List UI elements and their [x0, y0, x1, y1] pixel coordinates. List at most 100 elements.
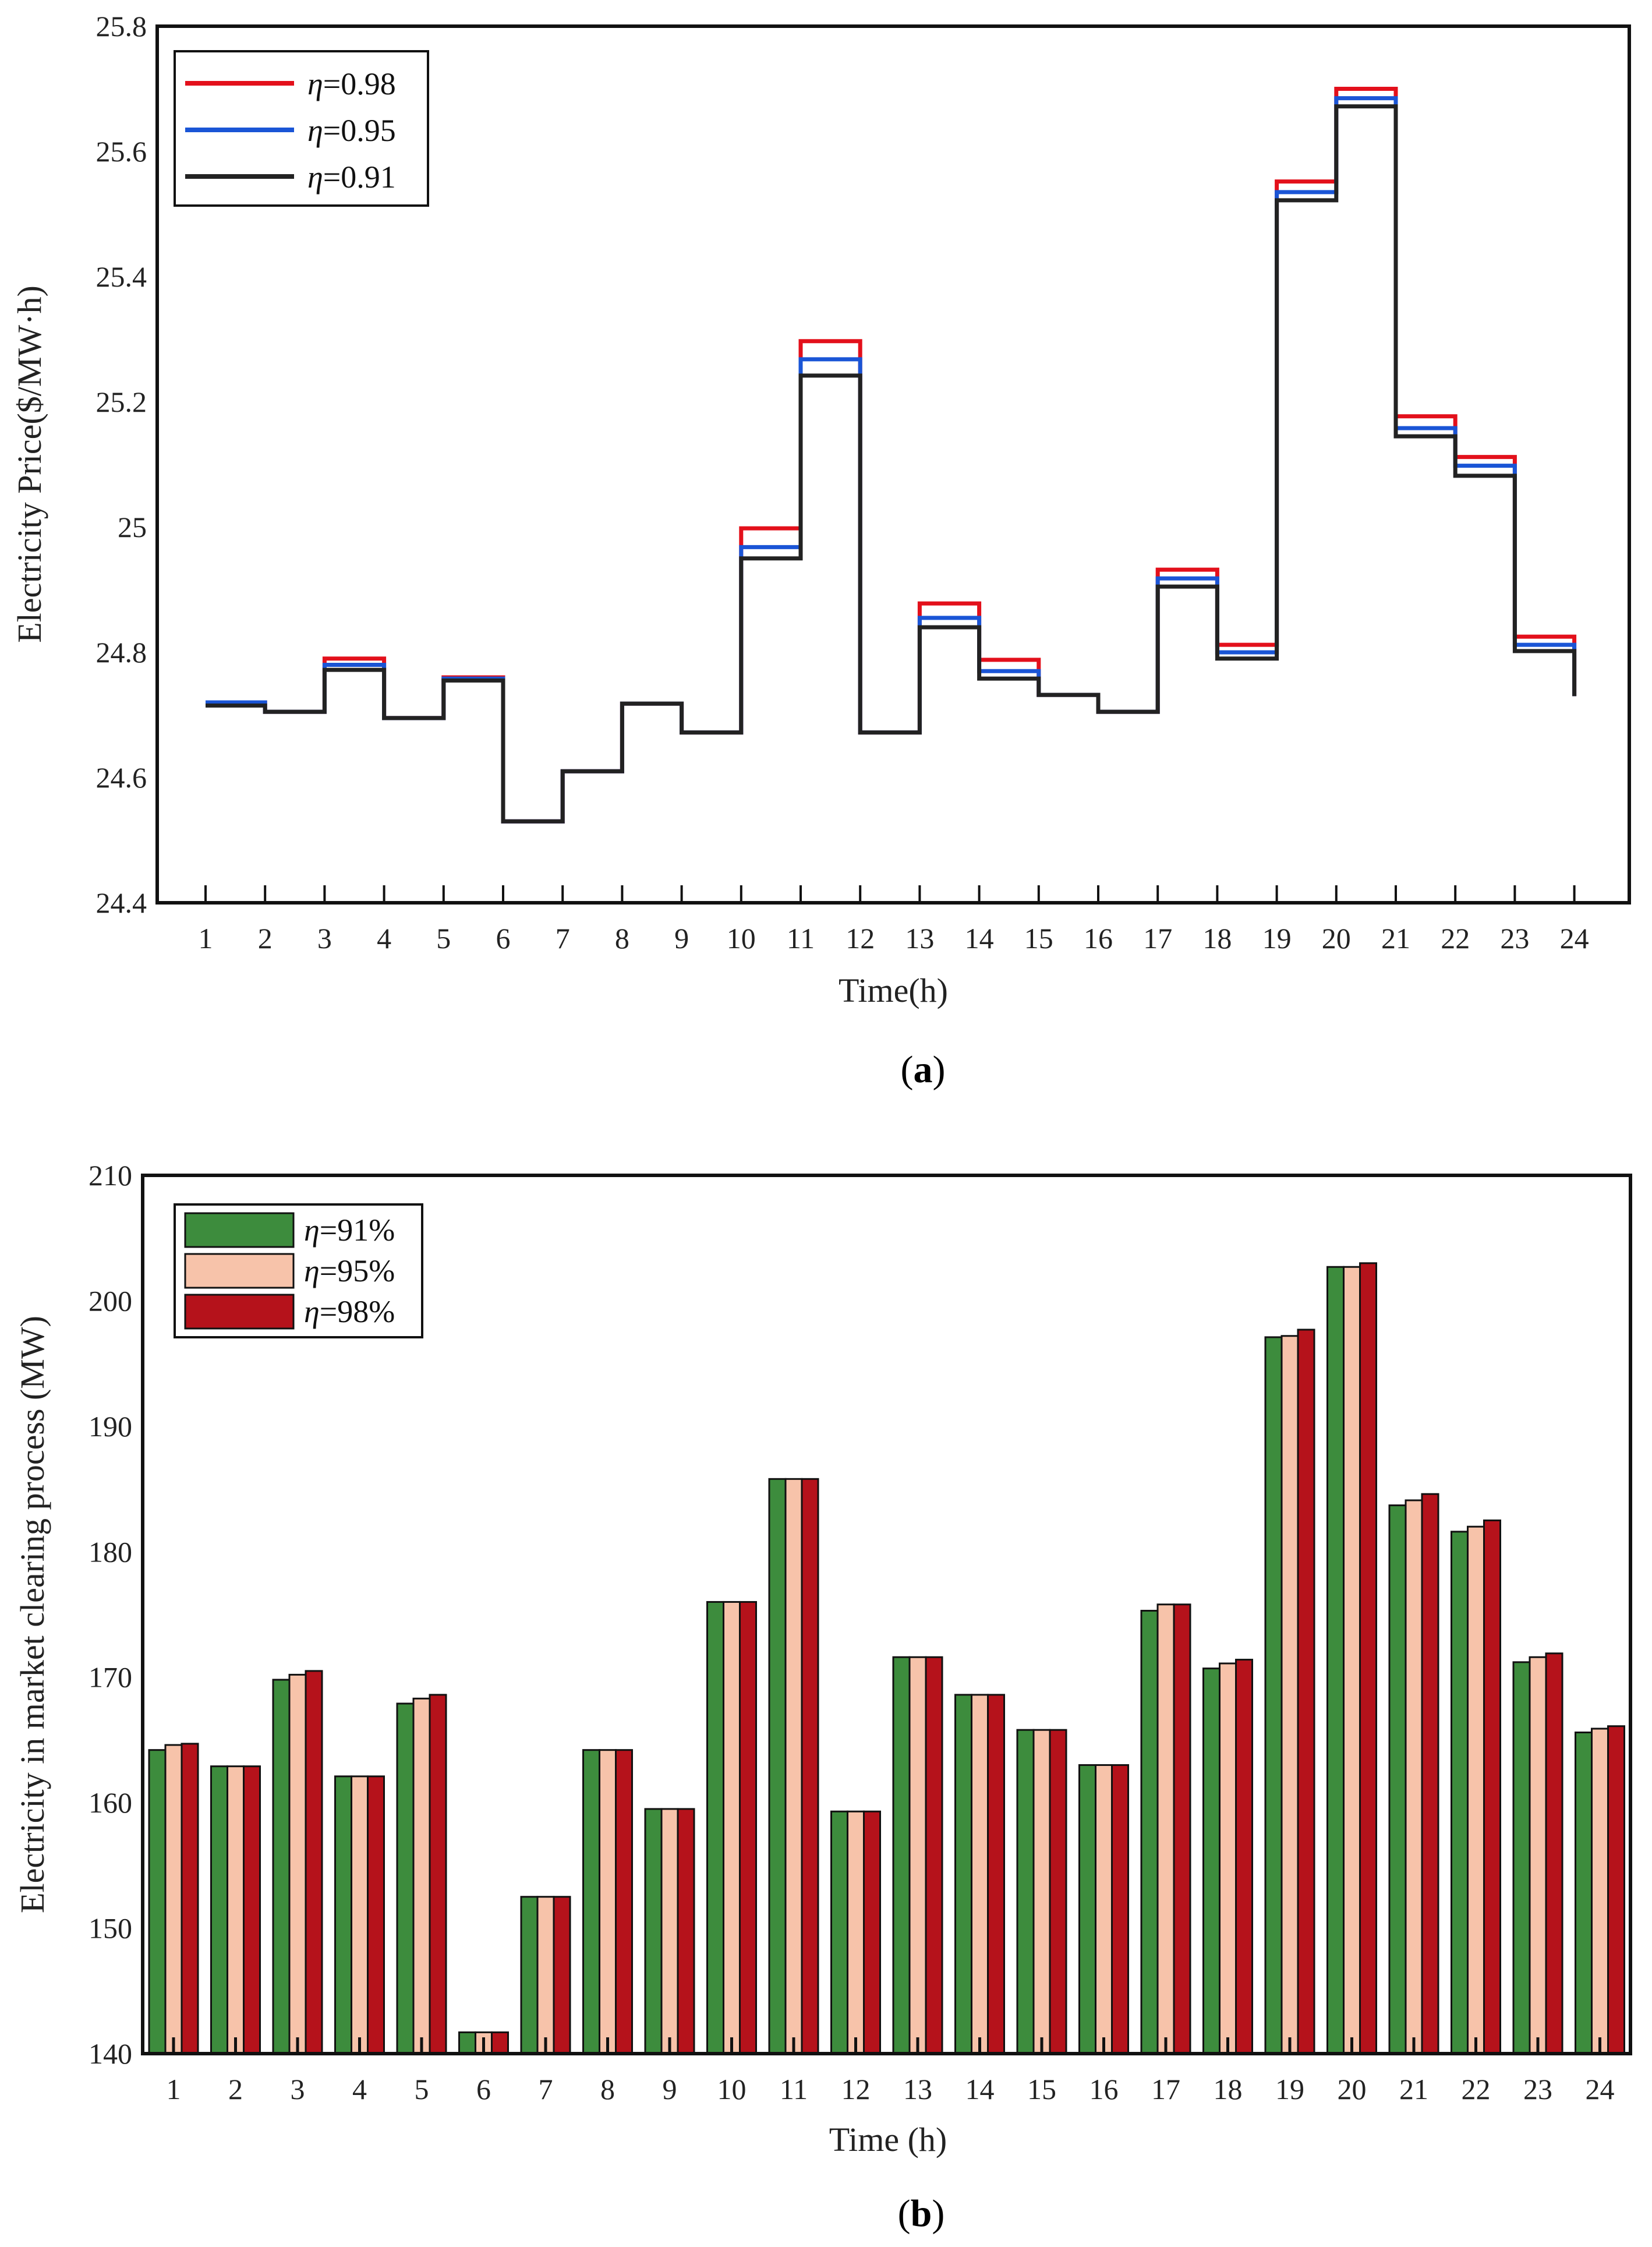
x-tick-label-b: 13 — [903, 2073, 932, 2105]
x-tick-label-b: 17 — [1151, 2073, 1180, 2105]
y-tick-label-a: 24.6 — [96, 761, 147, 794]
bar-h12-series-1 — [847, 1810, 865, 2055]
x-tick-label-a: 13 — [905, 922, 934, 955]
bar-h3-series-1 — [288, 1673, 307, 2055]
x-tick-label-b: 16 — [1089, 2073, 1119, 2105]
x-tick-label-b: 9 — [663, 2073, 677, 2105]
bar-h14-series-1 — [971, 1694, 989, 2055]
y-tick-label-b: 180 — [89, 1535, 132, 1568]
x-tick-label-b: 18 — [1214, 2073, 1243, 2105]
bar-h1-series-1 — [164, 1744, 183, 2055]
legend-label-eta-95: η=95% — [304, 1253, 395, 1288]
y-tick-label-b: 140 — [89, 2037, 132, 2070]
bar-h19-series-0 — [1264, 1336, 1283, 2055]
x-tick-label-b: 1 — [167, 2073, 181, 2105]
x-tick-label-b: 3 — [291, 2073, 305, 2105]
bar-h22-series-1 — [1467, 1525, 1485, 2055]
bar-h3-series-2 — [305, 1670, 323, 2055]
legend-label-eta-91: η=91% — [304, 1213, 395, 1248]
x-tick-label-a: 8 — [615, 922, 629, 955]
x-tick-label-b: 23 — [1523, 2073, 1552, 2105]
legend-a: η=0.98 η=0.95 η=0.91 — [174, 50, 429, 207]
bar-h4-series-1 — [351, 1775, 369, 2055]
x-tick-label-a: 14 — [965, 922, 994, 955]
bar-h9-series-1 — [660, 1808, 679, 2055]
x-tick-label-a: 16 — [1084, 922, 1113, 955]
x-tick-label-b: 24 — [1586, 2073, 1615, 2105]
legend-label-eta-98: η=98% — [304, 1294, 395, 1329]
y-tick-label-b: 200 — [89, 1284, 132, 1317]
bar-h21-series-0 — [1388, 1504, 1407, 2055]
x-tick-label-b: 15 — [1027, 2073, 1056, 2105]
bar-h7-series-1 — [536, 1896, 555, 2055]
x-tick-label-a: 15 — [1024, 922, 1053, 955]
x-tick-label-b: 20 — [1338, 2073, 1367, 2105]
legend-swatch-eta-95 — [184, 1253, 295, 1289]
y-tick-label-b: 160 — [89, 1786, 132, 1819]
x-tick-label-b: 14 — [965, 2073, 995, 2105]
plot-frame-a — [155, 24, 1631, 905]
bar-h22-series-0 — [1451, 1531, 1469, 2055]
legend-b: η=91% η=95% η=98% — [174, 1203, 423, 1338]
bar-h18-series-2 — [1235, 1659, 1253, 2055]
bar-h12-series-0 — [830, 1810, 848, 2055]
x-tick-label-b: 2 — [228, 2073, 243, 2105]
bar-h20-series-1 — [1343, 1266, 1361, 2055]
bar-h5-series-0 — [396, 1702, 415, 2055]
y-axis-ticks-b: 140 150 160 170 180 190 200 210 — [89, 1159, 132, 2070]
bar-h24-series-1 — [1591, 1727, 1609, 2055]
x-tick-label-a: 11 — [787, 922, 815, 955]
bar-h20-series-0 — [1326, 1266, 1345, 2055]
x-axis-ticks-b: 1 2 3 4 5 6 7 8 9 10 11 12 13 14 15 16 17 18 19 20 21 22 23 24 — [167, 2037, 1615, 2105]
bar-h17-series-2 — [1173, 1603, 1191, 2055]
y-tick-label-b: 170 — [89, 1661, 132, 1694]
bar-h1-series-0 — [148, 1749, 167, 2055]
legend-swatch-eta-91 — [184, 1212, 295, 1248]
bar-h21-series-1 — [1405, 1499, 1423, 2055]
x-tick-label-a: 19 — [1262, 922, 1292, 955]
bar-h18-series-0 — [1202, 1667, 1221, 2055]
bar-h10-series-1 — [723, 1601, 741, 2055]
bar-h13-series-1 — [908, 1656, 927, 2055]
bar-h2-series-0 — [210, 1765, 228, 2055]
bar-h11-series-0 — [768, 1478, 787, 2055]
bar-h3-series-0 — [272, 1679, 291, 2055]
bar-h1-series-2 — [181, 1743, 199, 2055]
bar-h23-series-2 — [1545, 1652, 1563, 2055]
y-tick-label-a: 25.2 — [96, 386, 147, 418]
x-tick-label-a: 22 — [1441, 922, 1470, 955]
x-tick-label-a: 23 — [1500, 922, 1529, 955]
bar-h13-series-0 — [892, 1656, 911, 2055]
x-axis-label-a: Time(h) — [839, 971, 948, 1009]
y-tick-label-a: 25 — [118, 511, 147, 543]
bar-h5-series-1 — [412, 1697, 431, 2055]
bar-h14-series-0 — [954, 1694, 972, 2055]
bar-h2-series-2 — [243, 1765, 261, 2055]
x-tick-label-a: 17 — [1143, 922, 1172, 955]
x-tick-label-a: 1 — [199, 922, 213, 955]
bar-h20-series-2 — [1359, 1262, 1377, 2055]
x-tick-label-a: 4 — [377, 922, 391, 955]
x-tick-label-a: 21 — [1381, 922, 1410, 955]
bar-h10-series-2 — [739, 1601, 757, 2055]
caption-b: (b) — [898, 2192, 945, 2235]
legend-swatch-eta-98 — [184, 1294, 295, 1330]
legend-label-eta-095: η=0.95 — [307, 113, 396, 148]
x-tick-label-a: 12 — [846, 922, 875, 955]
x-tick-label-b: 19 — [1275, 2073, 1304, 2105]
bar-h16-series-0 — [1078, 1764, 1096, 2055]
bar-h23-series-0 — [1512, 1661, 1531, 2055]
x-tick-label-b: 22 — [1462, 2073, 1491, 2105]
x-tick-label-a: 24 — [1560, 922, 1589, 955]
bar-h10-series-0 — [706, 1601, 724, 2055]
bar-h6-series-0 — [458, 2031, 476, 2055]
plot-frame-b — [141, 1174, 1632, 2055]
y-tick-label-a: 25.8 — [96, 10, 147, 43]
bar-h15-series-2 — [1049, 1729, 1067, 2055]
bar-h17-series-0 — [1140, 1610, 1159, 2055]
y-tick-label-a: 25.6 — [96, 135, 147, 168]
y-axis-ticks-a: 24.4 24.6 24.8 25 25.2 25.4 25.6 25.8 — [96, 10, 147, 919]
bar-h7-series-2 — [553, 1896, 571, 2055]
bar-h2-series-1 — [227, 1765, 245, 2055]
